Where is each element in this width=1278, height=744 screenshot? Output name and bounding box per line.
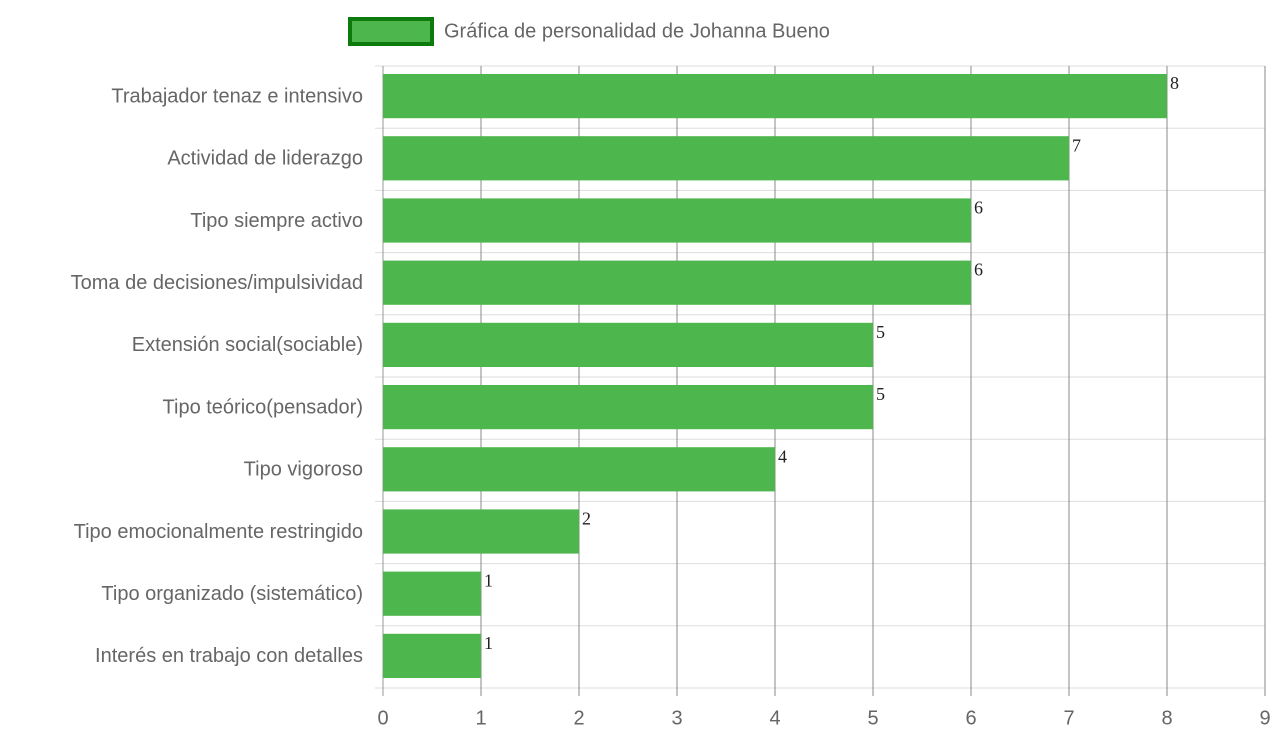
legend-swatch [348, 17, 434, 46]
y-tick-label: Extensión social(sociable) [132, 334, 363, 356]
value-label: 5 [876, 322, 885, 342]
x-tick-label: 4 [769, 707, 780, 729]
y-tick-label: Interés en trabajo con detalles [95, 645, 363, 667]
x-tick-label: 1 [475, 707, 486, 729]
bar [383, 509, 579, 554]
bar [383, 633, 481, 678]
bar [383, 74, 1167, 119]
value-label: 8 [1170, 73, 1179, 93]
y-tick-label: Toma de decisiones/impulsividad [71, 272, 363, 294]
bar [383, 260, 971, 305]
value-label: 6 [974, 198, 983, 218]
value-label: 4 [778, 446, 787, 466]
value-label: 5 [876, 384, 885, 404]
bar [383, 571, 481, 616]
x-tick-label: 9 [1259, 707, 1270, 729]
x-tick-label: 3 [671, 707, 682, 729]
legend-label: Gráfica de personalidad de Johanna Bueno [444, 20, 830, 42]
value-label: 6 [974, 260, 983, 280]
y-tick-label: Trabajador tenaz e intensivo [111, 85, 363, 107]
bar [383, 322, 873, 367]
y-tick-label: Tipo siempre activo [190, 210, 363, 232]
y-tick-label: Tipo organizado (sistemático) [101, 583, 363, 605]
x-tick-label: 0 [377, 707, 388, 729]
value-label: 2 [582, 509, 591, 529]
y-tick-label: Tipo vigoroso [244, 459, 363, 481]
x-tick-label: 2 [573, 707, 584, 729]
x-tick-label: 5 [867, 707, 878, 729]
x-tick-label: 8 [1161, 707, 1172, 729]
bar [383, 198, 971, 243]
bar [383, 136, 1069, 181]
bar [383, 447, 775, 492]
y-tick-label: Actividad de liderazgo [167, 148, 363, 170]
y-tick-label: Tipo teórico(pensador) [163, 396, 363, 418]
y-tick-label: Tipo emocionalmente restringido [74, 521, 363, 543]
x-tick-label: 6 [965, 707, 976, 729]
value-label: 7 [1072, 135, 1081, 155]
value-label: 1 [484, 633, 493, 653]
x-tick-label: 7 [1063, 707, 1074, 729]
value-label: 1 [484, 571, 493, 591]
bar [383, 385, 873, 430]
